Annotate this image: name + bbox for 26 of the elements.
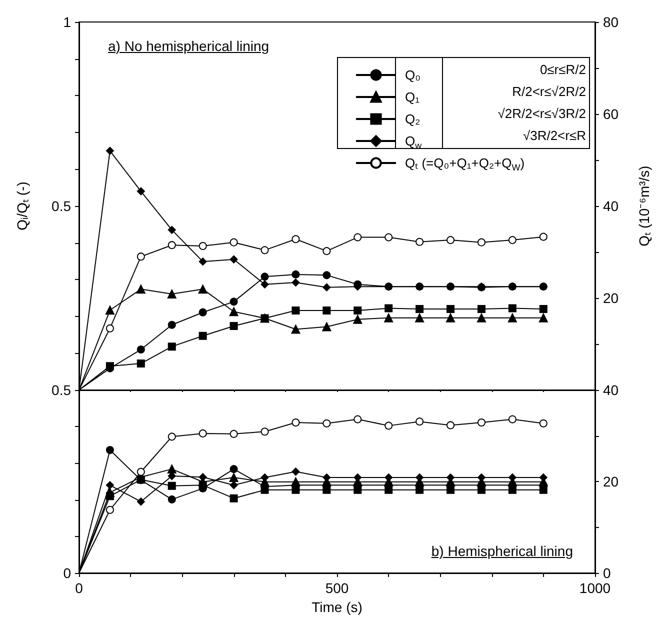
y2-tick-label: 20 xyxy=(603,290,619,306)
annotation: b) Hemispherical lining xyxy=(431,543,573,559)
annotation: √2R/2<r≤√3R/2 xyxy=(498,105,586,123)
annotation: a) No hemispherical lining xyxy=(108,38,270,54)
legend-label: Q₀ xyxy=(405,68,421,82)
annotation: √3R/2<r≤R xyxy=(522,127,586,145)
y-tick-label: 0 xyxy=(63,565,72,581)
y2-tick-label: 80 xyxy=(603,14,619,30)
y2-axis-title: Qₜ (10⁻⁶m³/s) xyxy=(636,166,652,246)
y-tick-label: 0.5 xyxy=(52,382,72,398)
x-tick-label: 1000 xyxy=(579,580,611,596)
legend-label: Q₂ xyxy=(405,112,420,126)
y-axis-title: Qᵢ/Qₜ (-) xyxy=(14,182,30,230)
x-tick-label: 500 xyxy=(325,580,349,596)
y2-tick-label: 40 xyxy=(603,382,619,398)
x-axis-title: Time (s) xyxy=(312,598,362,615)
y2-tick-label: 0 xyxy=(603,565,611,581)
y2-tick-label: 60 xyxy=(603,106,619,122)
y-tick-label: 0.5 xyxy=(52,198,72,214)
y2-tick-label: 40 xyxy=(603,198,619,214)
annotation: 0≤r≤R/2 xyxy=(540,61,586,79)
legend-label: Q₁ xyxy=(405,90,420,104)
annotation: R/2<r≤√2R/2 xyxy=(512,83,586,101)
x-tick-label: 0 xyxy=(75,580,84,596)
y2-tick-label: 20 xyxy=(603,474,619,490)
y-tick-label: 1 xyxy=(63,14,72,30)
